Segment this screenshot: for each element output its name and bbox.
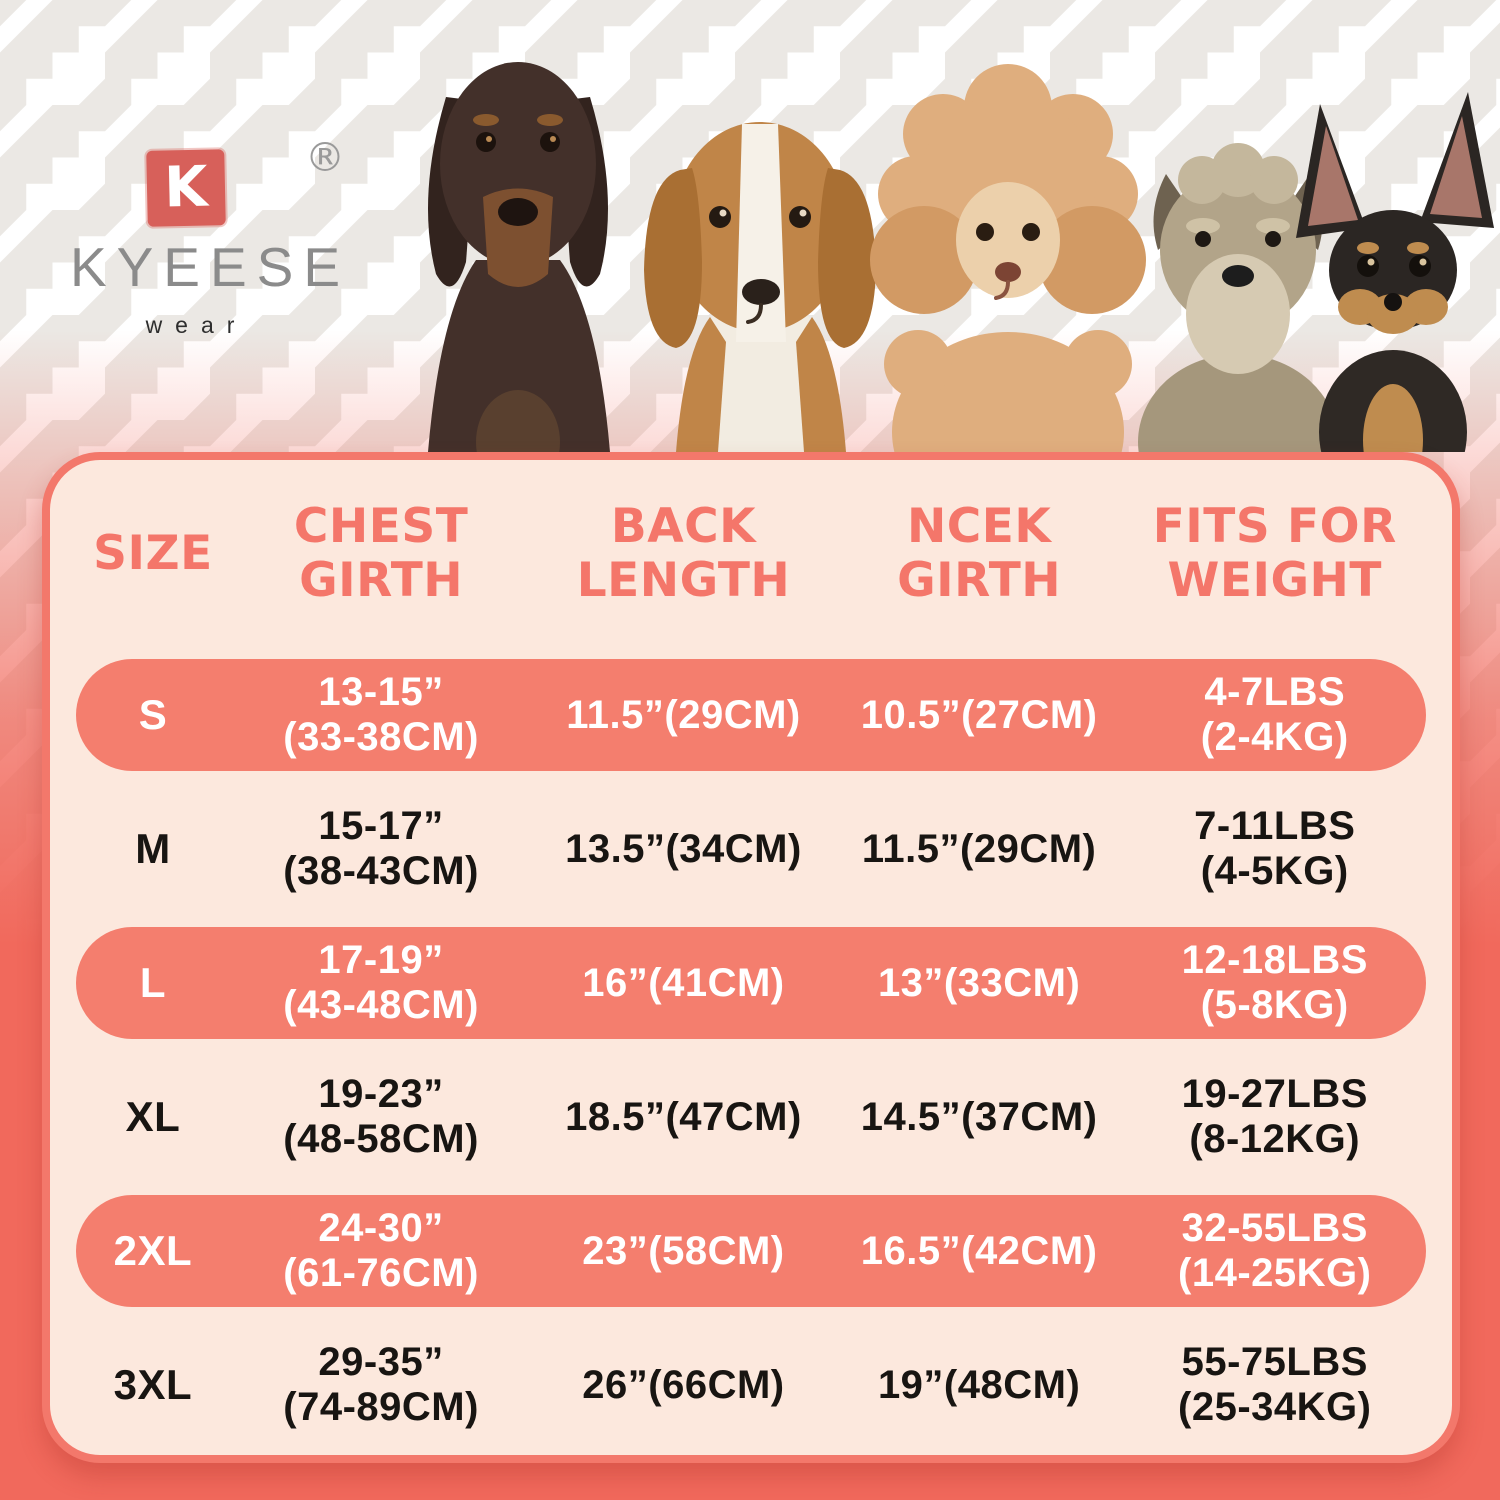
chest-girth-cell: 17-19” (43-48CM) (283, 938, 479, 1027)
size-cell: S (138, 691, 168, 739)
dog-photo-poodle (870, 64, 1146, 452)
table-row-s: S 13-15” (33-38CM) 11.5”(29CM) 10.5”(27C… (76, 648, 1426, 782)
weight-cell: 19-27LBS (8-12KG) (1181, 1072, 1368, 1161)
size-cell: L (139, 959, 167, 1007)
back-length-cell: 16”(41CM) (582, 960, 785, 1005)
header-chest-girth: CHEST GIRTH (293, 498, 469, 608)
weight-cell: 12-18LBS (5-8KG) (1181, 938, 1368, 1027)
table-row-xl: XL 19-23” (48-58CM) 18.5”(47CM) 14.5”(37… (76, 1050, 1426, 1184)
brand-tagline: wear (145, 312, 248, 338)
back-length-cell: 13.5”(34CM) (565, 826, 802, 871)
weight-cell: 4-7LBS (2-4KG) (1200, 670, 1349, 759)
dog-photo-chihuahua (1296, 92, 1494, 452)
weight-cell: 32-55LBS (14-25KG) (1178, 1206, 1372, 1295)
chest-girth-cell: 15-17” (38-43CM) (283, 804, 479, 893)
chest-girth-cell: 24-30” (61-76CM) (283, 1206, 479, 1295)
brand-logo: K ® KYEESE wear (55, 138, 355, 362)
neck-girth-cell: 14.5”(37CM) (860, 1094, 1098, 1139)
size-cell: M (135, 825, 171, 873)
registered-trademark-icon: ® (305, 135, 345, 181)
logo-letter: K (163, 154, 209, 221)
back-length-cell: 18.5”(47CM) (565, 1094, 802, 1139)
table-row-2xl: 2XL 24-30” (61-76CM) 23”(58CM) 16.5”(42C… (76, 1184, 1426, 1318)
chest-girth-cell: 19-23” (48-58CM) (283, 1072, 479, 1161)
header-size: SIZE (93, 525, 213, 581)
neck-girth-cell: 13”(33CM) (877, 960, 1081, 1005)
size-cell: XL (125, 1093, 181, 1141)
chest-girth-cell: 29-35” (74-89CM) (283, 1340, 479, 1429)
table-row-3xl: 3XL 29-35” (74-89CM) 26”(66CM) 19”(48CM)… (76, 1318, 1426, 1452)
table-row-m: M 15-17” (38-43CM) 13.5”(34CM) 11.5”(29C… (76, 782, 1426, 916)
neck-girth-cell: 10.5”(27CM) (860, 692, 1098, 737)
header-neck-girth: NCEK GIRTH (897, 498, 1062, 608)
size-chart-panel: SIZE CHEST GIRTH BACK LENGTH NCEK GIRTH … (42, 452, 1460, 1463)
logo-k-badge-icon: K (146, 149, 226, 227)
size-cell: 2XL (113, 1227, 193, 1275)
table-row-l: L 17-19” (43-48CM) 16”(41CM) 13”(33CM) 1… (76, 916, 1426, 1050)
dog-photo-beagle (644, 122, 876, 452)
dogs-photo-strip (428, 62, 1494, 452)
neck-girth-cell: 16.5”(42CM) (860, 1228, 1098, 1273)
back-length-cell: 23”(58CM) (582, 1228, 785, 1273)
weight-cell: 7-11LBS (4-5KG) (1194, 804, 1356, 893)
header-back-length: BACK LENGTH (576, 498, 791, 608)
neck-girth-cell: 19”(48CM) (877, 1362, 1081, 1407)
chest-girth-cell: 13-15” (33-38CM) (283, 670, 479, 759)
back-length-cell: 11.5”(29CM) (566, 692, 801, 737)
weight-cell: 55-75LBS (25-34KG) (1178, 1340, 1372, 1429)
back-length-cell: 26”(66CM) (582, 1362, 785, 1407)
neck-girth-cell: 11.5”(29CM) (861, 826, 1097, 871)
brand-name: KYEESE (69, 236, 351, 298)
size-cell: 3XL (113, 1361, 193, 1409)
table-header-row: SIZE CHEST GIRTH BACK LENGTH NCEK GIRTH … (76, 460, 1426, 648)
header-fits-for-weight: FITS FOR WEIGHT (1152, 498, 1397, 608)
dog-photo-doberman (428, 62, 610, 452)
